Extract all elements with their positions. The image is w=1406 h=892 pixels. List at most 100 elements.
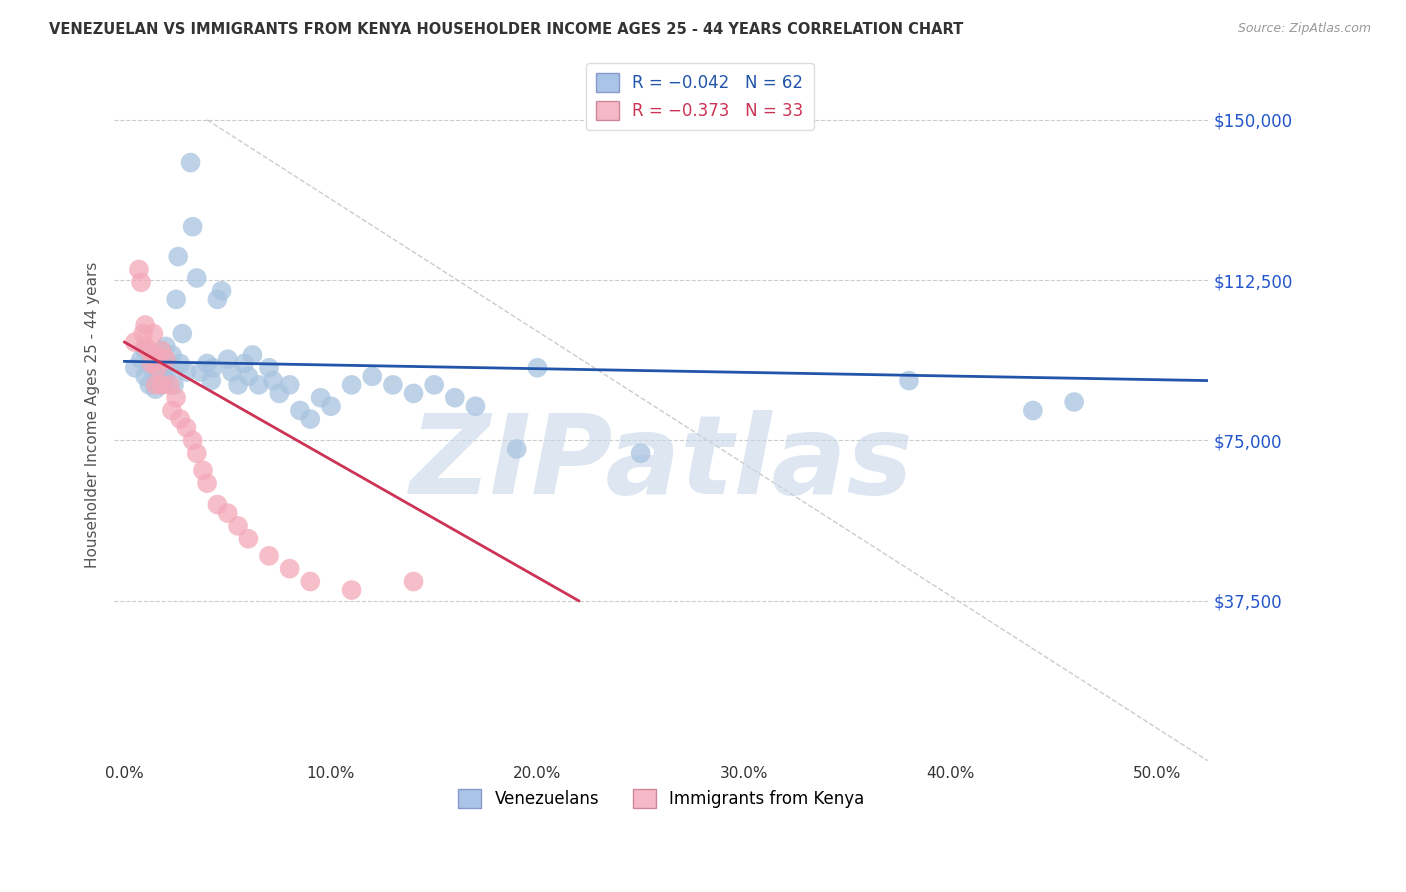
Point [278, 562, 301, 576]
Point [195, 357, 218, 371]
Point [160, 403, 183, 417]
Point [299, 574, 322, 589]
Point [163, 377, 186, 392]
Point [402, 386, 425, 401]
Legend: Venezuelans, Immigrants from Kenya: Venezuelans, Immigrants from Kenya [451, 782, 872, 815]
Point [181, 434, 204, 448]
Point [150, 377, 173, 392]
Point [506, 442, 529, 456]
Point [200, 374, 222, 388]
Point [443, 391, 465, 405]
Point [138, 377, 160, 392]
Text: ZIPatlas: ZIPatlas [409, 409, 912, 516]
Point [233, 357, 256, 371]
Point [159, 377, 181, 392]
Point [1022, 403, 1045, 417]
Point [191, 463, 214, 477]
Point [145, 348, 167, 362]
Point [288, 403, 311, 417]
Point [207, 293, 229, 307]
Point [176, 420, 198, 434]
Point [195, 476, 218, 491]
Point [898, 374, 921, 388]
Point [150, 343, 173, 358]
Point [132, 326, 155, 341]
Point [169, 412, 191, 426]
Point [247, 377, 270, 392]
Point [1063, 395, 1085, 409]
Point [221, 365, 243, 379]
Point [464, 399, 486, 413]
Point [146, 360, 169, 375]
Point [124, 360, 146, 375]
Point [172, 326, 194, 341]
Point [402, 574, 425, 589]
Point [142, 365, 165, 379]
Point [278, 377, 301, 392]
Point [142, 326, 165, 341]
Point [217, 352, 239, 367]
Point [526, 360, 548, 375]
Point [152, 365, 174, 379]
Point [257, 360, 280, 375]
Point [155, 339, 177, 353]
Point [138, 348, 160, 362]
Point [257, 549, 280, 563]
Point [141, 357, 163, 371]
Point [145, 377, 167, 392]
Point [181, 219, 204, 234]
Point [226, 519, 249, 533]
Point [155, 374, 177, 388]
Y-axis label: Householder Income Ages 25 - 44 years: Householder Income Ages 25 - 44 years [86, 261, 100, 568]
Point [269, 386, 291, 401]
Point [361, 369, 384, 384]
Point [226, 377, 249, 392]
Point [129, 275, 152, 289]
Point [134, 369, 156, 384]
Point [176, 365, 198, 379]
Point [262, 374, 284, 388]
Point [340, 377, 363, 392]
Point [238, 532, 260, 546]
Point [155, 357, 177, 371]
Point [159, 360, 181, 375]
Point [124, 335, 146, 350]
Point [207, 498, 229, 512]
Point [319, 399, 342, 413]
Point [238, 369, 260, 384]
Point [169, 357, 191, 371]
Point [150, 377, 173, 392]
Point [202, 360, 225, 375]
Point [134, 339, 156, 353]
Point [160, 348, 183, 362]
Point [381, 377, 404, 392]
Text: Source: ZipAtlas.com: Source: ZipAtlas.com [1237, 22, 1371, 36]
Point [190, 365, 212, 379]
Point [134, 318, 156, 332]
Text: VENEZUELAN VS IMMIGRANTS FROM KENYA HOUSEHOLDER INCOME AGES 25 - 44 YEARS CORREL: VENEZUELAN VS IMMIGRANTS FROM KENYA HOUS… [49, 22, 963, 37]
Point [186, 271, 208, 285]
Point [150, 343, 173, 358]
Point [165, 391, 187, 405]
Point [128, 262, 150, 277]
Point [211, 284, 233, 298]
Point [186, 446, 208, 460]
Point [630, 446, 652, 460]
Point [149, 357, 172, 371]
Point [242, 348, 264, 362]
Point [340, 583, 363, 598]
Point [217, 506, 239, 520]
Point [167, 250, 190, 264]
Point [299, 412, 322, 426]
Point [309, 391, 332, 405]
Point [138, 343, 160, 358]
Point [134, 343, 156, 358]
Point [145, 382, 167, 396]
Point [165, 293, 187, 307]
Point [146, 369, 169, 384]
Point [155, 352, 177, 367]
Point [180, 155, 202, 169]
Point [145, 352, 167, 367]
Point [423, 377, 446, 392]
Point [129, 352, 152, 367]
